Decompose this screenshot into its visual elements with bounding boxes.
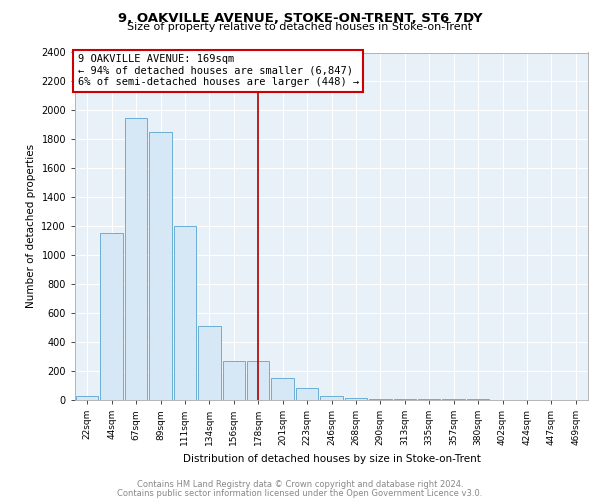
Text: Size of property relative to detached houses in Stoke-on-Trent: Size of property relative to detached ho… xyxy=(127,22,473,32)
Bar xyxy=(149,132,172,400)
Bar xyxy=(100,234,123,400)
Bar xyxy=(125,118,148,400)
Bar xyxy=(344,398,367,400)
X-axis label: Distribution of detached houses by size in Stoke-on-Trent: Distribution of detached houses by size … xyxy=(182,454,481,464)
Bar xyxy=(320,396,343,400)
Bar xyxy=(271,378,294,400)
Bar xyxy=(418,399,440,400)
Bar xyxy=(369,398,392,400)
Bar xyxy=(173,226,196,400)
Bar xyxy=(223,361,245,400)
Y-axis label: Number of detached properties: Number of detached properties xyxy=(26,144,35,308)
Text: Contains public sector information licensed under the Open Government Licence v3: Contains public sector information licen… xyxy=(118,488,482,498)
Bar xyxy=(76,396,98,400)
Bar xyxy=(394,399,416,400)
Text: 9, OAKVILLE AVENUE, STOKE-ON-TRENT, ST6 7DY: 9, OAKVILLE AVENUE, STOKE-ON-TRENT, ST6 … xyxy=(118,12,482,26)
Bar xyxy=(198,326,221,400)
Bar xyxy=(247,361,269,400)
Text: 9 OAKVILLE AVENUE: 169sqm
← 94% of detached houses are smaller (6,847)
6% of sem: 9 OAKVILLE AVENUE: 169sqm ← 94% of detac… xyxy=(77,54,359,88)
Bar xyxy=(296,388,319,400)
Text: Contains HM Land Registry data © Crown copyright and database right 2024.: Contains HM Land Registry data © Crown c… xyxy=(137,480,463,489)
